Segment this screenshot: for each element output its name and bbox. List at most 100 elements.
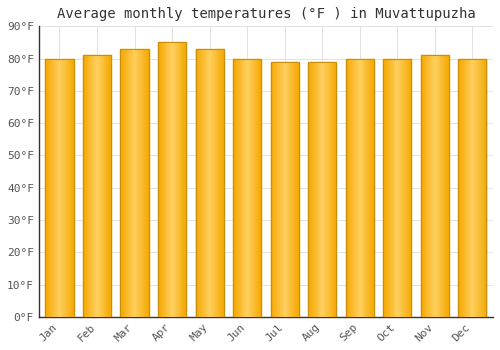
Bar (200, 49, 201, 317)
Bar (362, 58, 364, 317)
Bar (430, 55, 431, 317)
Bar (293, 62, 294, 317)
Bar (252, 58, 253, 317)
Bar (330, 62, 332, 317)
Bar (86, 55, 88, 317)
Bar (388, 58, 389, 317)
Bar (401, 58, 402, 317)
Bar (108, 55, 109, 317)
Bar (249, 58, 250, 317)
Bar (66, 58, 67, 317)
Bar (477, 58, 478, 317)
Bar (278, 62, 279, 317)
Bar (176, 42, 177, 317)
Bar (461, 58, 462, 317)
Bar (215, 49, 216, 317)
Bar (465, 58, 466, 317)
Bar (297, 62, 298, 317)
Bar (360, 58, 362, 317)
Bar (92, 55, 93, 317)
Bar (346, 58, 348, 317)
Bar (142, 49, 143, 317)
Bar (160, 42, 161, 317)
Bar (237, 58, 238, 317)
Bar (281, 62, 282, 317)
Bar (466, 58, 467, 317)
Bar (484, 58, 486, 317)
Bar (244, 58, 246, 317)
Bar (276, 62, 277, 317)
Bar (290, 62, 292, 317)
Bar (308, 62, 336, 317)
Bar (139, 49, 140, 317)
Bar (72, 58, 74, 317)
Bar (60, 58, 62, 317)
Bar (46, 58, 48, 317)
Bar (238, 58, 240, 317)
Bar (385, 58, 386, 317)
Bar (246, 58, 247, 317)
Bar (220, 49, 221, 317)
Bar (180, 42, 182, 317)
Bar (392, 58, 394, 317)
Bar (204, 49, 205, 317)
Bar (431, 55, 432, 317)
Bar (311, 62, 312, 317)
Bar (146, 49, 148, 317)
Bar (124, 49, 125, 317)
Bar (398, 58, 399, 317)
Bar (387, 58, 388, 317)
Bar (402, 58, 403, 317)
Bar (313, 62, 314, 317)
Bar (288, 62, 290, 317)
Bar (158, 42, 159, 317)
Bar (438, 55, 440, 317)
Bar (159, 42, 160, 317)
Bar (49, 58, 50, 317)
Bar (175, 42, 176, 317)
Bar (429, 55, 430, 317)
Bar (56, 58, 58, 317)
Bar (109, 55, 110, 317)
Bar (436, 55, 438, 317)
Bar (479, 58, 480, 317)
Bar (462, 58, 463, 317)
Bar (144, 49, 145, 317)
Bar (280, 62, 281, 317)
Bar (350, 58, 352, 317)
Bar (463, 58, 464, 317)
Bar (357, 58, 358, 317)
Bar (132, 49, 134, 317)
Bar (161, 42, 162, 317)
Bar (177, 42, 178, 317)
Bar (472, 58, 474, 317)
Bar (58, 58, 59, 317)
Bar (212, 49, 214, 317)
Bar (50, 58, 51, 317)
Bar (389, 58, 390, 317)
Bar (216, 49, 217, 317)
Bar (185, 42, 186, 317)
Bar (334, 62, 336, 317)
Bar (256, 58, 258, 317)
Bar (320, 62, 322, 317)
Bar (476, 58, 477, 317)
Bar (464, 58, 465, 317)
Bar (53, 58, 54, 317)
Bar (356, 58, 357, 317)
Bar (308, 62, 309, 317)
Bar (70, 58, 72, 317)
Bar (68, 58, 69, 317)
Bar (83, 55, 111, 317)
Bar (434, 55, 435, 317)
Bar (312, 62, 313, 317)
Bar (370, 58, 371, 317)
Bar (480, 58, 481, 317)
Bar (214, 49, 215, 317)
Bar (52, 58, 53, 317)
Bar (99, 55, 100, 317)
Bar (366, 58, 368, 317)
Bar (162, 42, 164, 317)
Bar (106, 55, 108, 317)
Bar (217, 49, 218, 317)
